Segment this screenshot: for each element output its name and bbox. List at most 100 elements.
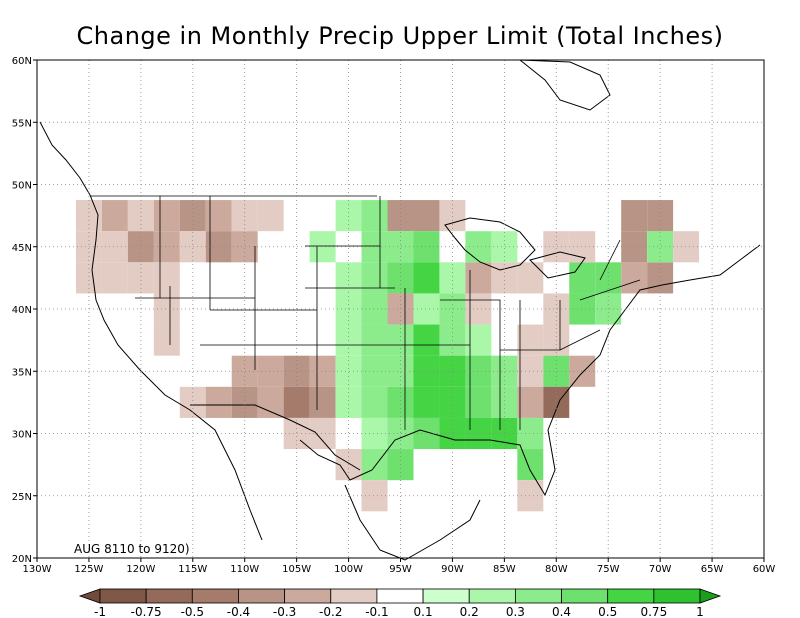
precip-cell [361,386,388,418]
precip-cell [543,386,570,418]
lat-tick-label: 50N [12,181,32,192]
precip-cell [179,386,206,418]
colorbar-swatch [99,588,147,604]
precip-cell [361,200,388,232]
precip-cell [439,200,466,232]
colorbar-label: 1 [696,605,704,618]
colorbar-swatch [607,588,655,604]
lat-tick-label: 30N [12,430,32,441]
colorbar-swatch [422,588,470,604]
coastline-west [39,121,263,541]
hudson-bay-outline [518,59,611,111]
precip-cell [413,262,440,294]
precip-cell [465,324,492,356]
colorbar-label: -0.2 [319,605,342,618]
axis-ticks: 130W 125W 120W 115W 110W 105W 100W 95W 90W 85W 80W… [12,56,776,575]
precip-cell [439,386,466,418]
colorbar-swatch [653,588,701,604]
lon-tick-label: 110W [230,564,259,575]
lat-tick-label: 55N [12,118,32,129]
precip-cell [153,262,180,294]
lat-tick-label: 40N [12,305,32,316]
precip-cell [465,386,492,418]
precip-cell [387,386,414,418]
colorbar-swatch [514,588,562,604]
lat-tick-label: 45N [12,243,32,254]
colorbar-swatch [561,588,609,604]
period-label: AUG 8110 to 9120) [74,542,190,556]
precip-cell [517,449,544,481]
state-lines [90,195,641,430]
lon-tick-label: 105W [282,564,311,575]
precip-cell [335,200,362,232]
colorbar-label: 0.75 [640,605,667,618]
precip-cell [413,324,440,356]
colorbar-swatch [376,588,424,604]
precip-cell [335,386,362,418]
lat-tick-label: 25N [12,492,32,503]
colorbar-label: -0.5 [181,605,204,618]
colorbar-swatch [191,588,239,604]
colorbar: -1 -0.75 -0.5 -0.4 -0.3 -0.2 -0.1 0.1 0.2 0.3 0.4 0… [78,588,722,618]
colorbar-arrow-left [78,588,101,604]
colorbar-swatch [330,588,378,604]
colorbar-swatch [468,588,516,604]
lon-tick-label: 85W [493,564,516,575]
lon-tick-label: 75W [597,564,620,575]
colorbar-swatch [145,588,193,604]
precip-cell [153,293,180,325]
precip-cell [75,231,102,263]
map-title: Change in Monthly Precip Upper Limit (To… [76,22,724,50]
precip-cell [517,262,544,294]
precip-cell [283,386,310,418]
precip-cell [153,231,180,263]
lon-tick-label: 80W [545,564,568,575]
lon-tick-label: 115W [178,564,207,575]
colorbar-label: -0.75 [131,605,162,618]
precip-cell [153,200,180,232]
colorbar-label: -0.1 [365,605,388,618]
lon-tick-label: 130W [23,564,52,575]
lon-tick-label: 120W [126,564,155,575]
precip-cell [153,324,180,356]
precip-cell [231,386,258,418]
precip-cell [413,386,440,418]
colorbar-arrow-right [699,588,722,604]
us-mexico-border [190,404,361,471]
precip-cell [309,386,336,418]
precip-cell [101,262,128,294]
colorbar-label: 0.1 [414,605,433,618]
precip-cell [361,262,388,294]
colorbar-label: -0.4 [227,605,250,618]
colorbar-label: 0.5 [598,605,617,618]
precip-cell [491,386,518,418]
coastline-mexico [344,484,481,561]
precip-cell [621,200,648,232]
precip-cell [101,200,128,232]
colorbar-swatch [284,588,332,604]
precip-cell [517,324,544,356]
precip-cell [231,200,258,232]
geographic-outlines [39,59,761,561]
precip-cell [257,200,284,232]
colorbar-label: -0.3 [273,605,296,618]
precip-cell [127,200,154,232]
precip-cell [257,355,284,387]
precip-cell [387,200,414,232]
precip-cell [205,386,232,418]
lon-tick-label: 70W [649,564,672,575]
lon-tick-label: 95W [389,564,412,575]
lon-tick-label: 90W [441,564,464,575]
precip-cell [179,200,206,232]
colorbar-swatch [238,588,286,604]
precip-cell [465,262,492,294]
lon-tick-label: 100W [334,564,363,575]
colorbar-label: -1 [94,605,106,618]
coastline-gulf [299,244,761,497]
lat-tick-label: 35N [12,367,32,378]
precip-cell [621,262,648,294]
lon-tick-label: 60W [753,564,776,575]
precip-cell [361,324,388,356]
colorbar-label: 0.2 [460,605,479,618]
